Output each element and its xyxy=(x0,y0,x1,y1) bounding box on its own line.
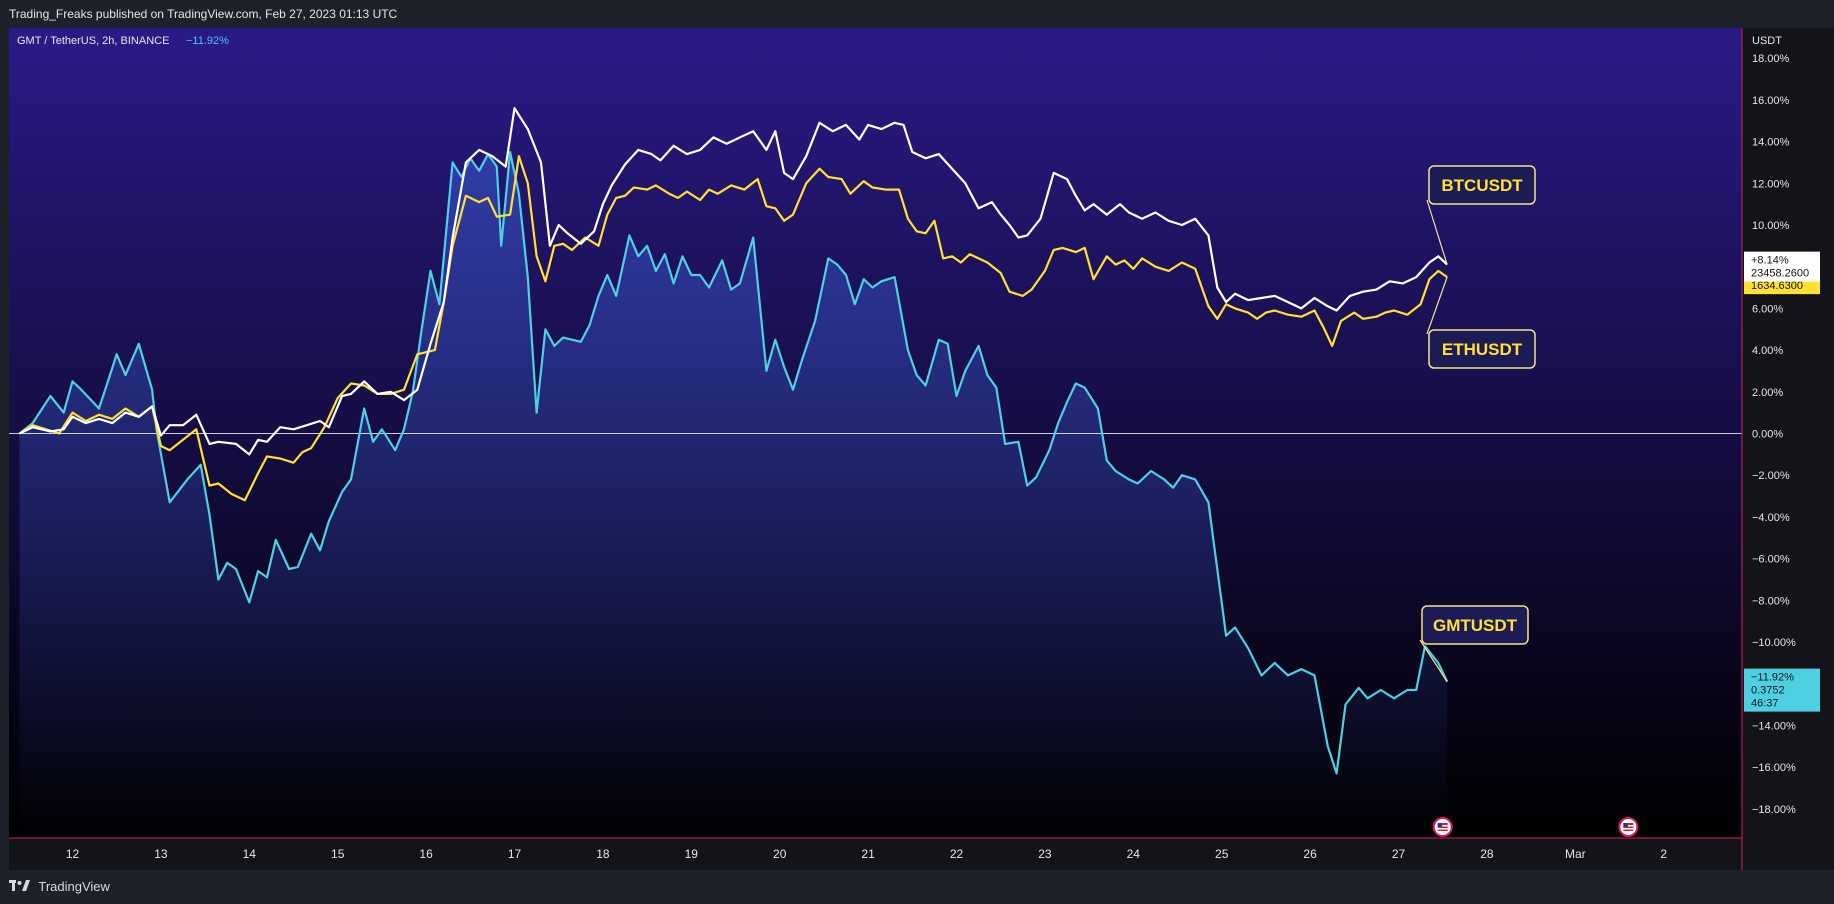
last-price-text-btcusdt: 23458.2600 xyxy=(1751,268,1809,280)
x-tick-label: 2 xyxy=(1660,847,1667,861)
y-tick-label: −14.00% xyxy=(1752,720,1796,732)
y-tick-label: −8.00% xyxy=(1752,595,1790,607)
x-tick-label: Mar xyxy=(1565,847,1586,861)
x-tick-label: 27 xyxy=(1392,847,1406,861)
price-axis-unit: USDT xyxy=(1752,35,1782,47)
y-tick-label: −4.00% xyxy=(1752,512,1790,524)
series-line-ethusdt[interactable] xyxy=(18,155,1448,502)
x-tick-label: 22 xyxy=(950,847,964,861)
last-price-text-gmtusdt: 46:37 xyxy=(1751,698,1779,710)
last-price-tag-gmtusdt xyxy=(1744,668,1820,712)
x-tick-label: 13 xyxy=(154,847,168,861)
y-tick-label: 18.00% xyxy=(1752,53,1790,65)
footer: TradingView xyxy=(0,870,1834,903)
last-price-tag-btcusdt xyxy=(1744,251,1820,282)
publish-header: Trading_Freaks published on TradingView.… xyxy=(0,0,1834,28)
last-price-text-gmtusdt: −11.92% xyxy=(1751,672,1794,684)
x-tick-label: 16 xyxy=(419,847,433,861)
callout-leader-ethusdt xyxy=(1426,276,1448,335)
x-tick-label: 14 xyxy=(243,847,257,861)
time-axis-panel[interactable] xyxy=(9,838,1742,870)
x-tick-label: 26 xyxy=(1303,847,1317,861)
y-tick-label: 10.00% xyxy=(1752,220,1790,232)
legend-change: −11.92% xyxy=(186,35,229,47)
price-axis-panel[interactable] xyxy=(1742,28,1834,870)
y-tick-label: 2.00% xyxy=(1752,387,1783,399)
last-price-text-ethusdt: 1634.6300 xyxy=(1751,280,1803,292)
published-text: Trading_Freaks published on TradingView.… xyxy=(9,7,398,21)
y-tick-label: −2.00% xyxy=(1752,470,1790,482)
legend-symbol: GMT / TetherUS, 2h, BINANCE xyxy=(17,35,169,47)
callout-label-ethusdt: ETHUSDT xyxy=(1442,340,1523,359)
x-tick-label: 24 xyxy=(1127,847,1141,861)
y-tick-label: 14.00% xyxy=(1752,137,1790,149)
us-flag-event-icon[interactable] xyxy=(1618,817,1639,837)
y-tick-label: −18.00% xyxy=(1752,804,1796,816)
x-tick-label: 12 xyxy=(66,847,80,861)
y-tick-label: 6.00% xyxy=(1752,303,1783,315)
callout-label-gmtusdt: GMTUSDT xyxy=(1433,616,1518,635)
y-tick-label: −10.00% xyxy=(1752,637,1796,649)
x-tick-label: 21 xyxy=(861,847,875,861)
callout-box-btcusdt[interactable] xyxy=(1428,165,1536,205)
us-flag-event-icon[interactable] xyxy=(1432,817,1453,837)
chart[interactable]: GMTUSDT ETHUSDT BTCUSDT USDT 18.00% 16.00% 1… xyxy=(0,0,1834,870)
series-line-btcusdt[interactable] xyxy=(19,107,1448,456)
series-fill-gmtusdt xyxy=(19,152,1448,838)
last-price-text-gmtusdt: 0.3752 xyxy=(1751,685,1785,697)
x-tick-label: 19 xyxy=(685,847,699,861)
tradingview-logo-icon[interactable] xyxy=(9,871,31,904)
x-tick-label: 17 xyxy=(508,847,522,861)
x-tick-label: 28 xyxy=(1480,847,1494,861)
y-tick-label: −16.00% xyxy=(1752,762,1796,774)
footer-brand[interactable]: TradingView xyxy=(38,879,110,894)
x-tick-label: 20 xyxy=(773,847,787,861)
callout-box-gmtusdt[interactable] xyxy=(1421,605,1529,645)
y-tick-label: −6.00% xyxy=(1752,554,1790,566)
callout-box-ethusdt[interactable] xyxy=(1428,329,1536,369)
last-price-text-btcusdt: +8.14% xyxy=(1751,255,1789,267)
series-line-gmtusdt[interactable] xyxy=(18,150,1449,775)
x-tick-label: 25 xyxy=(1215,847,1229,861)
y-tick-label: 16.00% xyxy=(1752,95,1790,107)
x-tick-label: 15 xyxy=(331,847,345,861)
callout-leader-btcusdt xyxy=(1426,199,1448,265)
y-tick-label: 12.00% xyxy=(1752,178,1790,190)
callout-leader-gmtusdt xyxy=(1419,639,1448,682)
x-tick-label: 23 xyxy=(1038,847,1052,861)
y-tick-label: 4.00% xyxy=(1752,345,1783,357)
x-tick-label: 18 xyxy=(596,847,610,861)
y-tick-label: 0.00% xyxy=(1752,429,1783,441)
callout-label-btcusdt: BTCUSDT xyxy=(1441,176,1523,195)
